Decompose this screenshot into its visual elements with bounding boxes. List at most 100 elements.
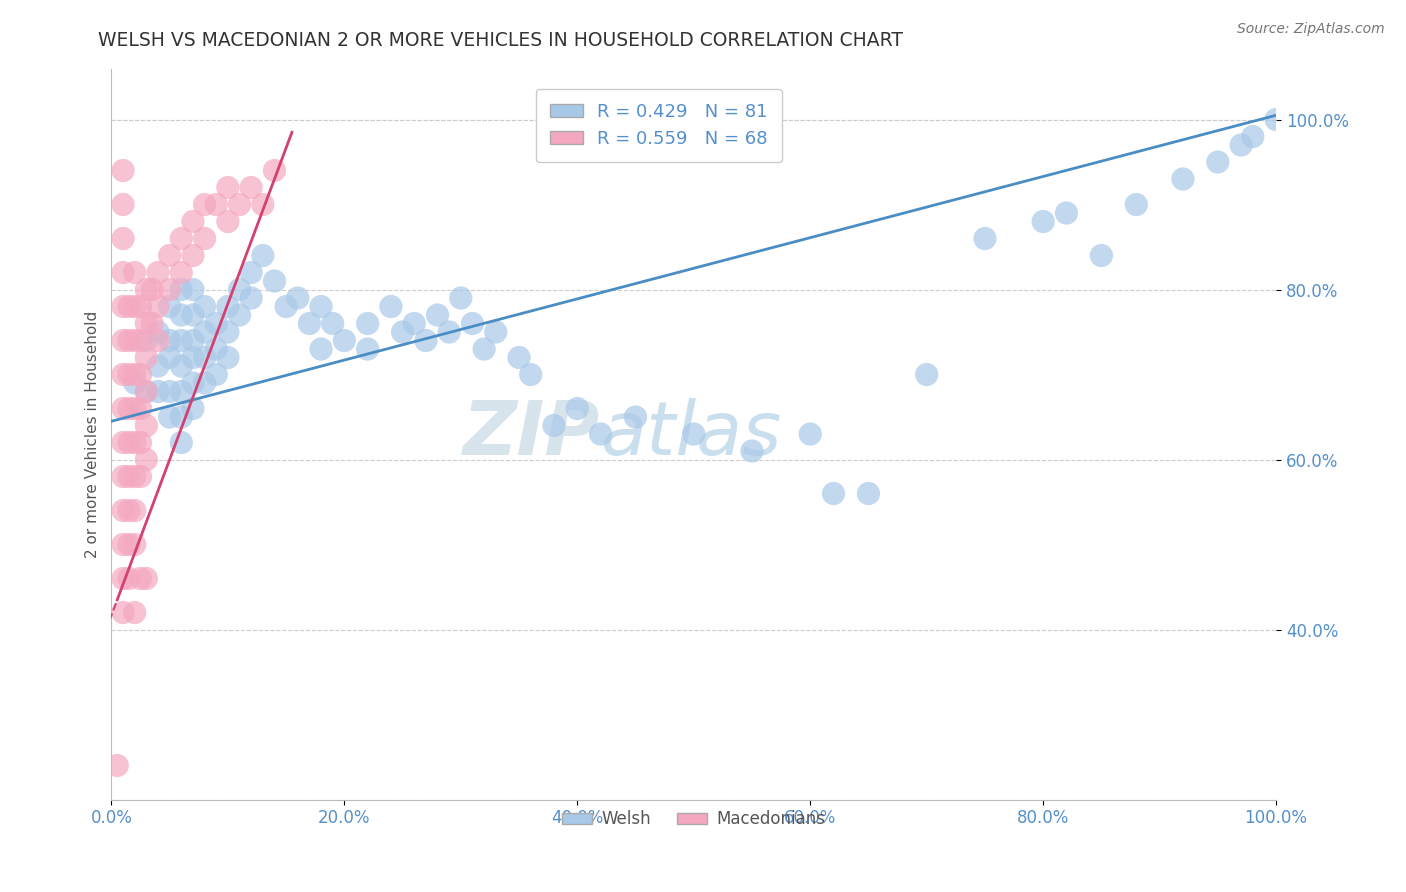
Point [589,427,612,442]
Point [170,410,193,425]
Point [135,317,157,331]
Point [146,266,169,280]
Point [124,368,146,382]
Point [129,572,152,586]
Point [309,342,332,356]
Point [194,197,217,211]
Point [519,368,541,382]
Point [682,427,704,442]
Point [485,325,508,339]
Point [450,291,472,305]
Point [741,444,763,458]
Point [858,486,880,500]
Point [240,180,263,194]
Point [287,291,309,305]
Point [252,197,274,211]
Point [112,266,135,280]
Point [146,384,169,399]
Point [170,308,193,322]
Point [1032,214,1054,228]
Point [124,401,146,416]
Point [252,248,274,262]
Point [799,427,821,442]
Point [124,606,146,620]
Point [105,758,128,772]
Point [159,384,181,399]
Point [1171,172,1194,186]
Text: Source: ZipAtlas.com: Source: ZipAtlas.com [1237,22,1385,37]
Point [112,163,135,178]
Point [159,300,181,314]
Point [298,317,321,331]
Point [112,537,135,551]
Point [461,317,484,331]
Point [135,384,157,399]
Point [181,401,204,416]
Point [322,317,344,331]
Point [135,452,157,467]
Point [1125,197,1147,211]
Point [974,231,997,245]
Point [146,300,169,314]
Point [181,351,204,365]
Point [437,325,460,339]
Point [1241,129,1264,144]
Point [543,418,565,433]
Point [380,300,402,314]
Point [194,325,217,339]
Point [391,325,413,339]
Point [1265,112,1288,127]
Point [1056,206,1078,220]
Point [118,435,141,450]
Text: WELSH VS MACEDONIAN 2 OR MORE VEHICLES IN HOUSEHOLD CORRELATION CHART: WELSH VS MACEDONIAN 2 OR MORE VEHICLES I… [98,31,904,50]
Point [181,248,204,262]
Point [228,197,250,211]
Point [309,300,332,314]
Point [135,384,157,399]
Point [181,376,204,390]
Point [118,300,141,314]
Point [205,368,228,382]
Text: atlas: atlas [600,398,782,470]
Point [124,469,146,483]
Point [263,163,285,178]
Point [159,283,181,297]
Point [112,334,135,348]
Point [118,469,141,483]
Point [1206,155,1229,169]
Point [1230,138,1253,153]
Point [159,351,181,365]
Point [129,469,152,483]
Point [124,266,146,280]
Point [217,300,239,314]
Point [118,572,141,586]
Point [141,317,163,331]
Point [194,376,217,390]
Point [112,606,135,620]
Point [135,283,157,297]
Point [181,283,204,297]
Point [181,334,204,348]
Point [240,266,263,280]
Point [170,384,193,399]
Point [205,317,228,331]
Point [426,308,449,322]
Point [356,317,378,331]
Point [333,334,356,348]
Point [217,325,239,339]
Point [415,334,437,348]
Point [135,572,157,586]
Point [1090,248,1112,262]
Point [135,351,157,365]
Point [112,231,135,245]
Point [112,401,135,416]
Point [124,300,146,314]
Point [146,325,169,339]
Point [356,342,378,356]
Point [129,435,152,450]
Point [112,300,135,314]
Point [124,435,146,450]
Point [112,469,135,483]
Point [228,308,250,322]
Point [124,537,146,551]
